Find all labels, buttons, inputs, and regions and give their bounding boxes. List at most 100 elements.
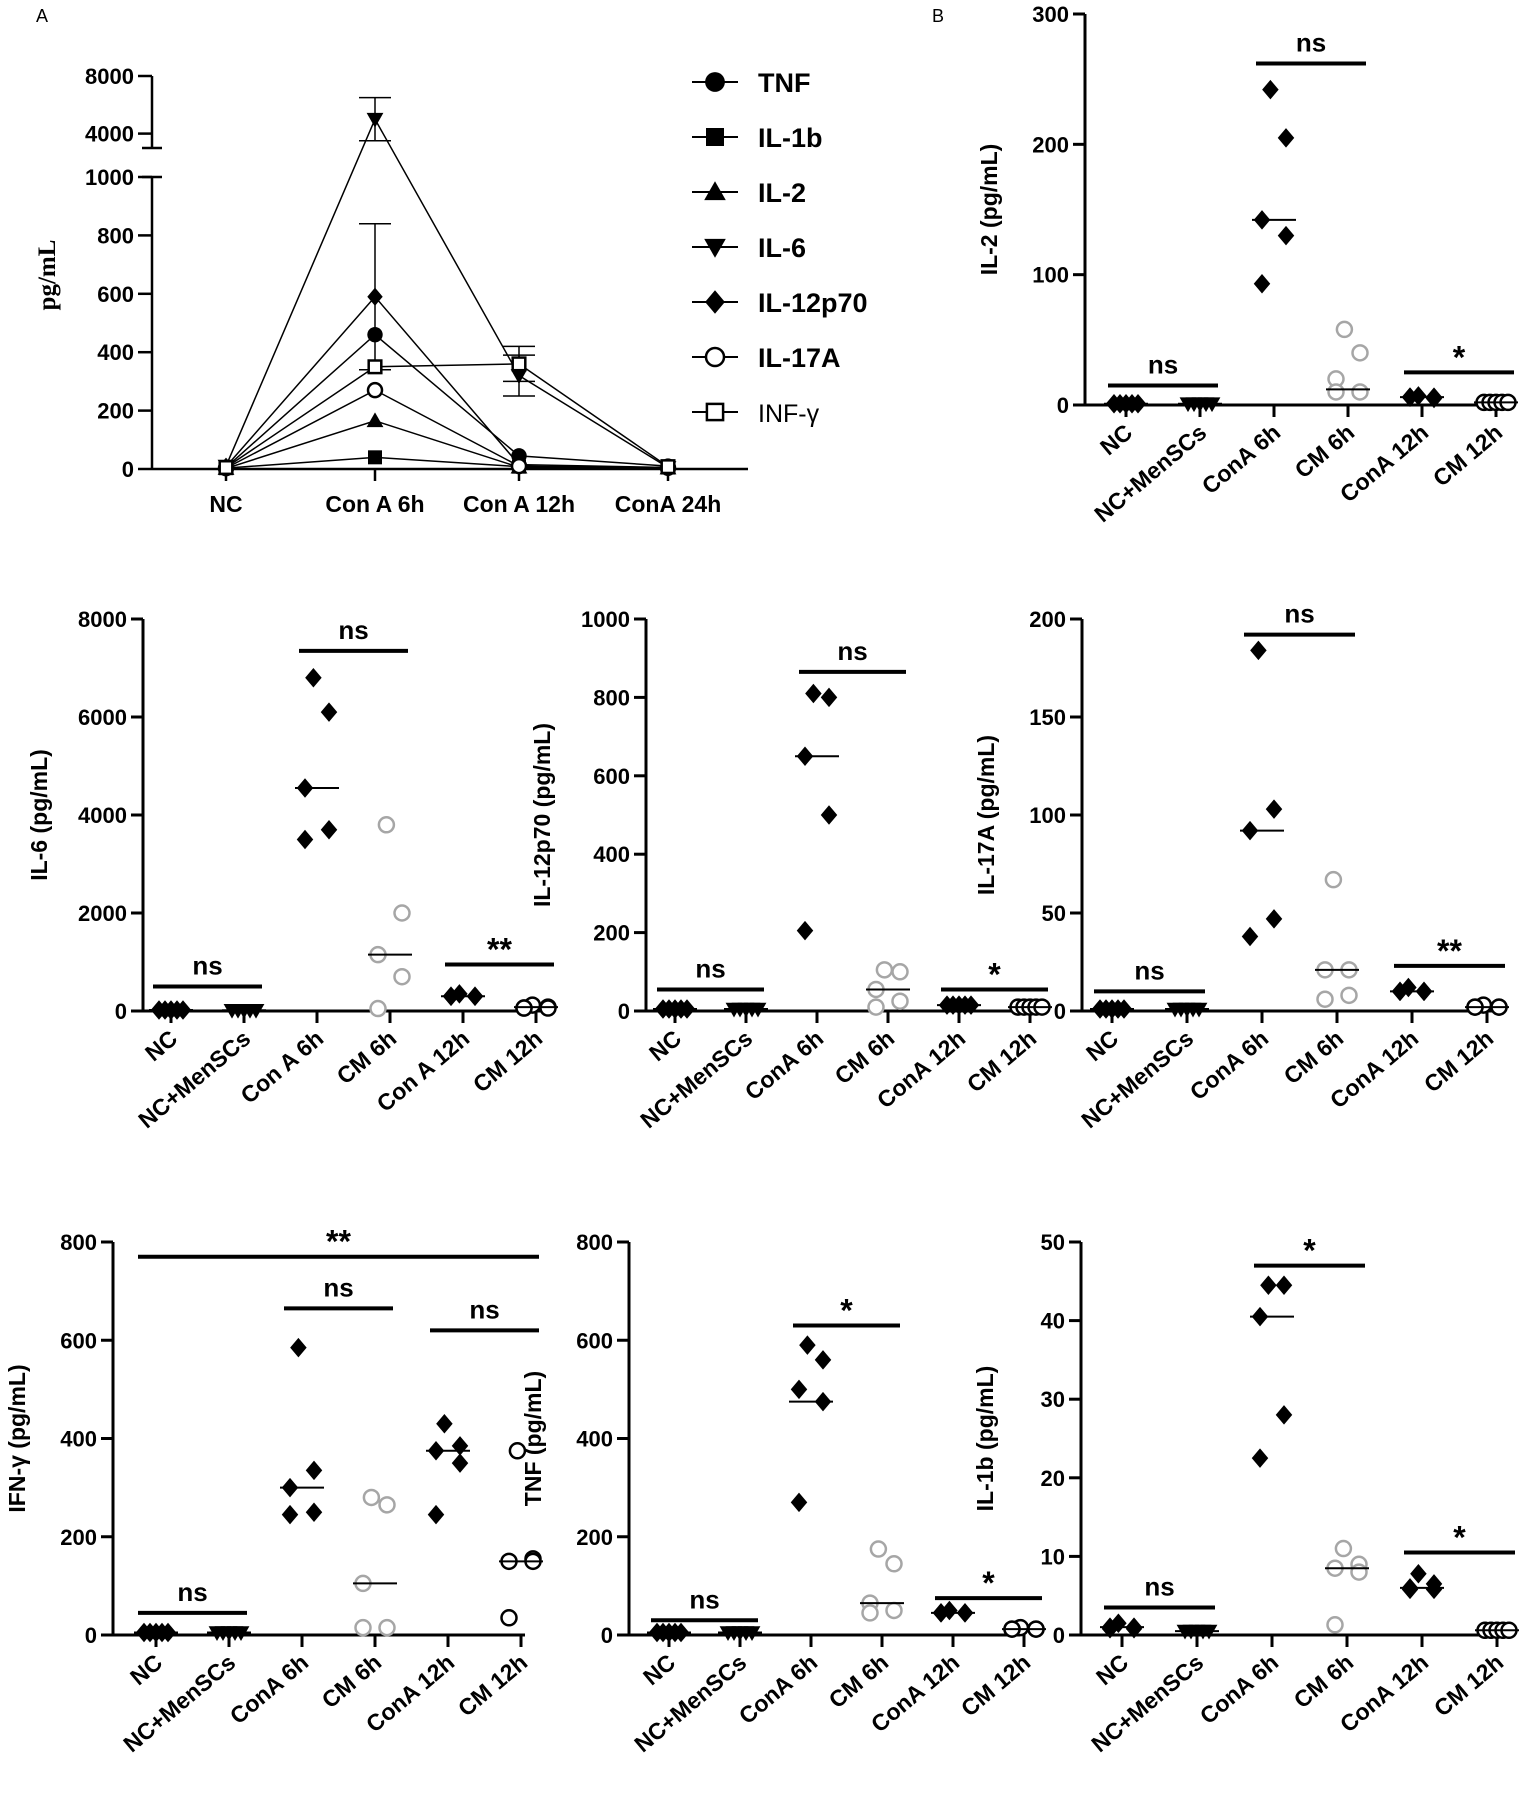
data-point (508, 1442, 527, 1460)
data-point (510, 457, 528, 475)
y-tick-label: 400 (576, 1427, 613, 1452)
data-point (875, 961, 894, 979)
data-point (368, 450, 382, 465)
legend-marker (704, 181, 726, 201)
data-point (867, 998, 885, 1016)
data-point (1316, 990, 1334, 1008)
significance-label: ** (487, 931, 512, 967)
y-tick-label: 6000 (78, 705, 127, 730)
x-category-label: ConA 6h (740, 1025, 828, 1105)
data-point (366, 112, 384, 128)
data-point (660, 459, 676, 475)
legend-label: IL-2 (758, 178, 806, 208)
data-point (436, 1414, 453, 1434)
significance-label: * (982, 1565, 995, 1601)
x-category-label: CM 12h (956, 1649, 1035, 1721)
data-point (247, 1003, 265, 1019)
y-tick-label: 40 (1041, 1309, 1065, 1334)
data-point (790, 1379, 808, 1400)
y-tick-label: 0 (1053, 1623, 1065, 1648)
chart-a-line: 0 200 400 600 800 1000 4000 8000 pg/mL NC Con A 6h… (34, 64, 868, 517)
data-point (1265, 909, 1283, 929)
y-tick-label: 0 (1054, 999, 1066, 1024)
significance-label: ns (1148, 349, 1178, 379)
x-category-label: CM 6h (1279, 1025, 1349, 1089)
y-tick-label: 8000 (78, 607, 127, 632)
x-category-label: Con A 6h (235, 1025, 328, 1109)
data-point (1190, 1002, 1208, 1018)
series-line (225, 117, 669, 469)
data-point (1250, 640, 1267, 661)
x-category-label: NC (638, 1649, 680, 1690)
y-tick-label: 1000 (85, 165, 134, 190)
y-tick-label: 200 (593, 921, 630, 946)
data-point (1324, 870, 1343, 889)
data-point (885, 1601, 903, 1620)
y-tick-label: 100 (1032, 263, 1069, 288)
data-point (861, 1604, 879, 1622)
y-tick-label: 10 (1041, 1544, 1065, 1569)
significance-label: ns (177, 1577, 207, 1607)
legend-label: INF-γ (758, 400, 820, 428)
legend-label: IL-1b (758, 123, 823, 153)
x-category-label: NC (1095, 419, 1137, 460)
x-category-label: CM 12h (1429, 1649, 1508, 1721)
panel-label-a: A (36, 6, 48, 26)
data-point (1203, 397, 1221, 413)
data-point (305, 668, 322, 688)
data-point (218, 459, 234, 476)
x-category-label: CM 12h (453, 1649, 532, 1721)
significance-label: ns (1144, 1571, 1174, 1601)
significance-label: ** (1437, 933, 1462, 969)
data-point (305, 1460, 323, 1481)
y-axis-label: IL-12p70 (pg/mL) (529, 723, 555, 907)
y-axis-label: IL-6 (pg/mL) (26, 749, 52, 881)
y-tick-label: 600 (97, 282, 134, 307)
data-point (820, 687, 838, 708)
data-point (1200, 1624, 1218, 1640)
panel-label-b: B (932, 6, 944, 26)
y-tick-label: 800 (593, 685, 630, 710)
y-tick-label: 2000 (78, 901, 127, 926)
data-point (1277, 225, 1295, 246)
significance-label: ** (326, 1224, 351, 1260)
y-tick-label: 50 (1042, 901, 1066, 926)
x-category-label: CM 12h (1428, 419, 1507, 491)
data-point (1425, 1579, 1443, 1600)
legend-label: TNF (758, 68, 810, 98)
significance-label: ns (1284, 599, 1314, 629)
significance-label: ns (837, 636, 867, 666)
data-point (378, 1496, 396, 1514)
series-line (225, 295, 669, 469)
y-tick-label: 20 (1041, 1466, 1065, 1491)
data-point (369, 999, 387, 1018)
data-point (1340, 986, 1358, 1005)
significance-label: * (1303, 1233, 1316, 1269)
data-point (1275, 1275, 1293, 1295)
x-category-label: NC (125, 1649, 167, 1690)
y-axis-label: IFN-γ (pg/mL) (4, 1364, 30, 1512)
data-point (305, 1502, 323, 1522)
significance-label: * (988, 956, 1001, 992)
data-point (869, 1540, 888, 1558)
data-point (1125, 1618, 1143, 1639)
y-tick-label: 600 (576, 1328, 613, 1353)
data-point (1334, 1539, 1353, 1558)
y-tick-label: 800 (576, 1230, 613, 1255)
data-point (290, 1337, 307, 1358)
data-point (1327, 383, 1345, 401)
y-tick-label: 200 (97, 399, 134, 424)
data-point (393, 904, 411, 922)
x-category-label: ConA 24h (615, 491, 722, 517)
y-tick-label: 800 (60, 1230, 97, 1255)
y-tick-label: 0 (85, 1623, 97, 1648)
x-category-label: CM 12h (962, 1025, 1041, 1097)
y-tick-label: 100 (1029, 803, 1066, 828)
significance-label: ns (1134, 955, 1164, 985)
y-tick-label: 400 (97, 340, 134, 365)
